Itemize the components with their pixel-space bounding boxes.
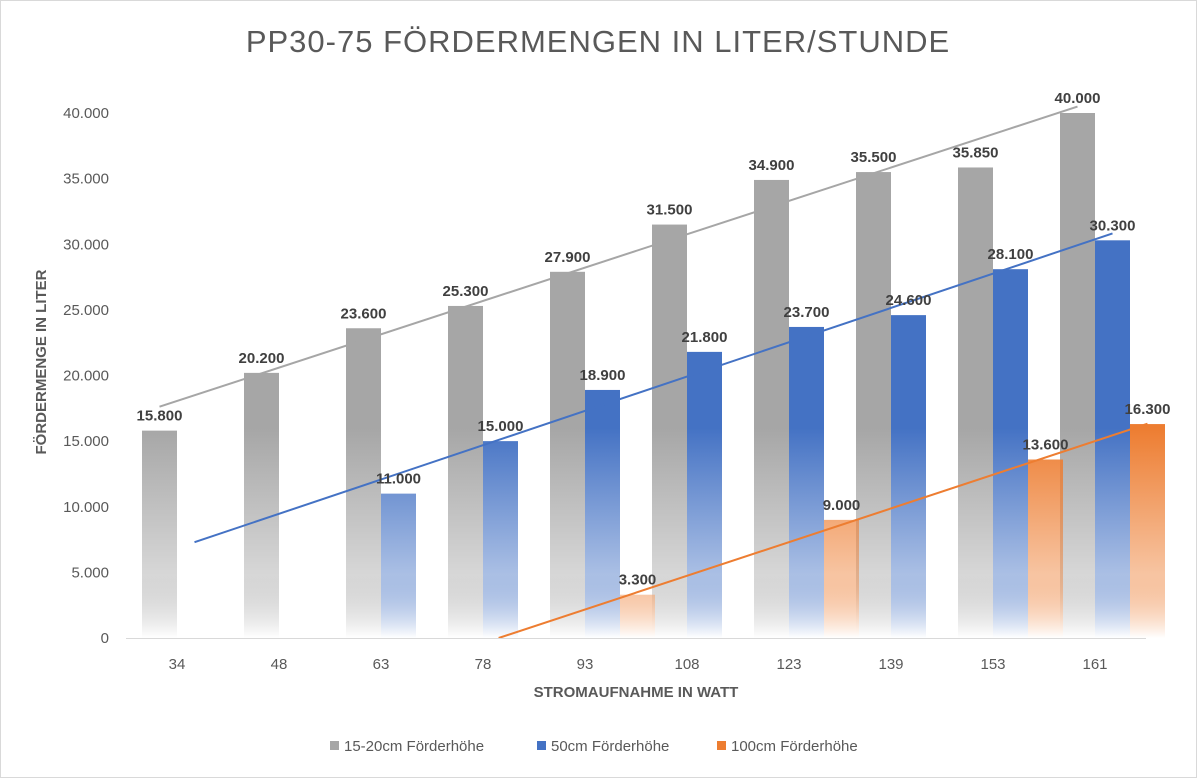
data-label: 40.000 [1055, 90, 1101, 107]
bar [346, 328, 381, 638]
bar [585, 389, 620, 638]
bar [1060, 113, 1095, 638]
x-tick-label: 93 [577, 656, 594, 673]
bar [244, 372, 279, 638]
data-label: 31.500 [647, 202, 693, 219]
data-label: 13.600 [1023, 437, 1069, 454]
data-label: 35.500 [851, 149, 897, 166]
data-label: 3.300 [619, 572, 657, 589]
x-tick-label: 78 [475, 656, 492, 673]
bar [1130, 424, 1165, 638]
data-label: 16.300 [1125, 401, 1171, 418]
y-tick-label: 40.000 [63, 105, 109, 122]
y-tick-label: 15.000 [63, 433, 109, 450]
data-label: 15.000 [478, 418, 524, 435]
bar [754, 179, 789, 638]
data-label: 21.800 [682, 329, 728, 346]
data-label: 24.600 [886, 292, 932, 309]
y-tick-label: 10.000 [63, 499, 109, 516]
bar [448, 305, 483, 638]
chart-title: PP30-75 FÖRDERMENGEN IN LITER/STUNDE [246, 24, 950, 59]
trendlines-layer [159, 105, 1148, 639]
x-tick-label: 153 [980, 656, 1005, 673]
bar [381, 493, 416, 638]
trendline [159, 105, 1078, 408]
bar [142, 430, 177, 638]
data-label: 9.000 [823, 497, 861, 514]
y-tick-label: 20.000 [63, 368, 109, 385]
x-tick-label: 34 [169, 656, 186, 673]
trendline [194, 232, 1113, 544]
data-label: 23.600 [341, 305, 387, 322]
data-label: 27.900 [545, 249, 591, 266]
bar [1028, 459, 1063, 638]
y-tick-label: 35.000 [63, 171, 109, 188]
legend-entry: 100cm Förderhöhe [731, 738, 858, 755]
data-label: 23.700 [784, 304, 830, 321]
bar [993, 269, 1028, 638]
trendline [498, 422, 1148, 639]
data-label: 34.900 [749, 157, 795, 174]
legend-entry: 50cm Förderhöhe [551, 738, 669, 755]
bar [958, 167, 993, 638]
legend: 15-20cm Förderhöhe 50cm Förderhöhe 100cm F… [330, 738, 858, 755]
data-labels-layer: 15.800 20.200 23.600 25.300 27.900 31.500 34.9… [137, 90, 1171, 589]
bar [856, 172, 891, 638]
data-label: 30.300 [1090, 217, 1136, 234]
bar [687, 351, 722, 638]
data-label: 11.000 [376, 471, 421, 488]
data-label: 15.800 [137, 408, 183, 425]
y-tick-label: 25.000 [63, 302, 109, 319]
x-tick-label: 108 [674, 656, 699, 673]
y-tick-label: 0 [101, 630, 109, 647]
bar [550, 271, 585, 638]
x-tick-label: 161 [1082, 656, 1107, 673]
legend-swatch [330, 741, 339, 750]
x-tick-label: 48 [271, 656, 288, 673]
bar [891, 315, 926, 638]
axes-layer: 0 5.000 10.000 15.000 20.000 25.000 30.000 35.0… [63, 105, 1146, 673]
bar [789, 326, 824, 638]
bars-layer [142, 113, 1165, 638]
x-axis-title: STROMAUFNAHME IN WATT [534, 684, 739, 701]
legend-swatch [717, 741, 726, 750]
y-tick-label: 5.000 [71, 564, 109, 581]
bar [483, 441, 518, 638]
data-label: 35.850 [953, 144, 999, 161]
data-label: 20.200 [239, 350, 285, 367]
data-label: 28.100 [988, 246, 1034, 263]
bar [824, 519, 859, 638]
x-tick-label: 123 [776, 656, 801, 673]
x-tick-label: 139 [878, 656, 903, 673]
bar [652, 224, 687, 638]
bar [620, 594, 655, 638]
legend-entry: 15-20cm Förderhöhe [344, 738, 484, 755]
x-tick-label: 63 [373, 656, 390, 673]
y-axis-title: FÖRDERMENGE IN LITER [33, 269, 50, 454]
y-tick-label: 30.000 [63, 236, 109, 253]
data-label: 18.900 [580, 367, 626, 384]
legend-swatch [537, 741, 546, 750]
data-label: 25.300 [443, 283, 489, 300]
